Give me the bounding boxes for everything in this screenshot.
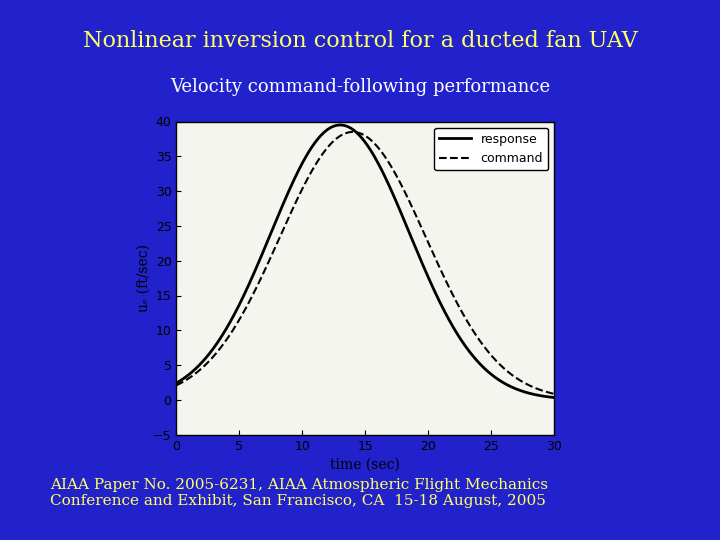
command — [317, 152, 325, 159]
Y-axis label: uₑ (ft/sec): uₑ (ft/sec) — [136, 244, 150, 312]
command — [333, 134, 342, 141]
command — [543, 389, 552, 395]
Text: AIAA Paper No. 2005-6231, AIAA Atmospheric Flight Mechanics
Conference and Exhib: AIAA Paper No. 2005-6231, AIAA Atmospher… — [50, 478, 549, 508]
response — [550, 394, 559, 401]
response — [333, 122, 342, 129]
response — [172, 380, 181, 386]
Line: response: response — [176, 125, 554, 397]
command — [215, 346, 224, 353]
Line: command: command — [176, 132, 554, 394]
Text: Nonlinear inversion control for a ducted fan UAV: Nonlinear inversion control for a ducted… — [83, 30, 637, 52]
response — [502, 381, 510, 388]
command — [502, 367, 510, 374]
Text: Velocity command-following performance: Velocity command-following performance — [170, 78, 550, 96]
command — [238, 312, 246, 319]
command — [172, 382, 181, 389]
response — [317, 132, 325, 138]
X-axis label: time (sec): time (sec) — [330, 458, 400, 472]
Legend: response, command: response, command — [434, 128, 548, 170]
response — [543, 394, 552, 400]
response — [215, 336, 224, 343]
response — [336, 122, 345, 128]
command — [550, 391, 559, 397]
command — [348, 129, 357, 135]
response — [238, 296, 246, 302]
